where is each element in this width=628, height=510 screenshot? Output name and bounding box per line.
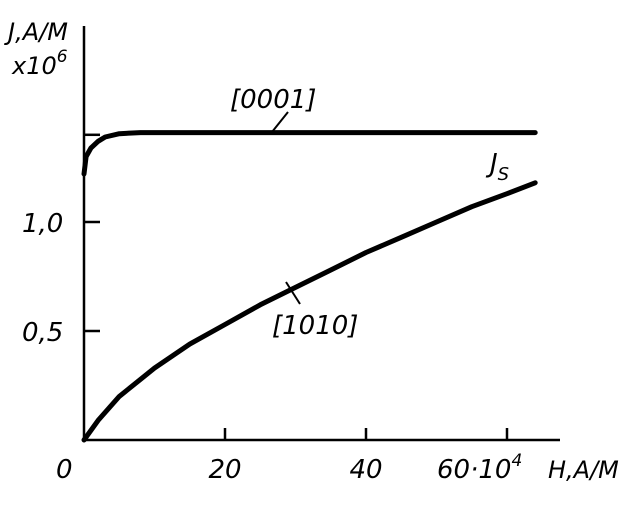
y-tick-label: 1,0 bbox=[22, 209, 63, 239]
y-axis-multiplier: x106 bbox=[11, 47, 68, 80]
x-unit-multiplier: ·10 bbox=[470, 455, 511, 485]
x-tick-label: 40 bbox=[349, 455, 382, 485]
x-tick-label: 20 bbox=[208, 455, 241, 485]
saturation-label-subscript: S bbox=[498, 164, 509, 185]
series-leader-1010 bbox=[285, 281, 301, 305]
series-line-0 bbox=[81, 130, 538, 177]
x-tick-label: 60·104 bbox=[437, 451, 522, 485]
y-axis-title: J,A/M bbox=[4, 18, 68, 46]
y-multiplier-exponent: 6 bbox=[57, 47, 68, 67]
series-label-0001: [0001] bbox=[230, 85, 316, 115]
x-ticks: 0 20 40 60·104 bbox=[56, 428, 522, 485]
y-tick-label: 0,5 bbox=[22, 318, 63, 348]
x-unit-exponent: 4 bbox=[511, 451, 522, 471]
series-leader-0001 bbox=[271, 111, 289, 133]
y-multiplier-base: x10 bbox=[11, 52, 57, 80]
x-axis-title: H,A/M bbox=[548, 456, 619, 484]
series-label-1010: [1010] bbox=[272, 311, 358, 341]
axes bbox=[82, 26, 560, 442]
saturation-label: JS bbox=[485, 149, 509, 185]
saturation-label-main: J bbox=[485, 149, 498, 179]
x-tick-label: 0 bbox=[56, 455, 73, 485]
series-layer bbox=[81, 130, 538, 443]
y-ticks: 0,5 1,0 bbox=[22, 133, 100, 348]
series-line-1 bbox=[81, 180, 538, 443]
